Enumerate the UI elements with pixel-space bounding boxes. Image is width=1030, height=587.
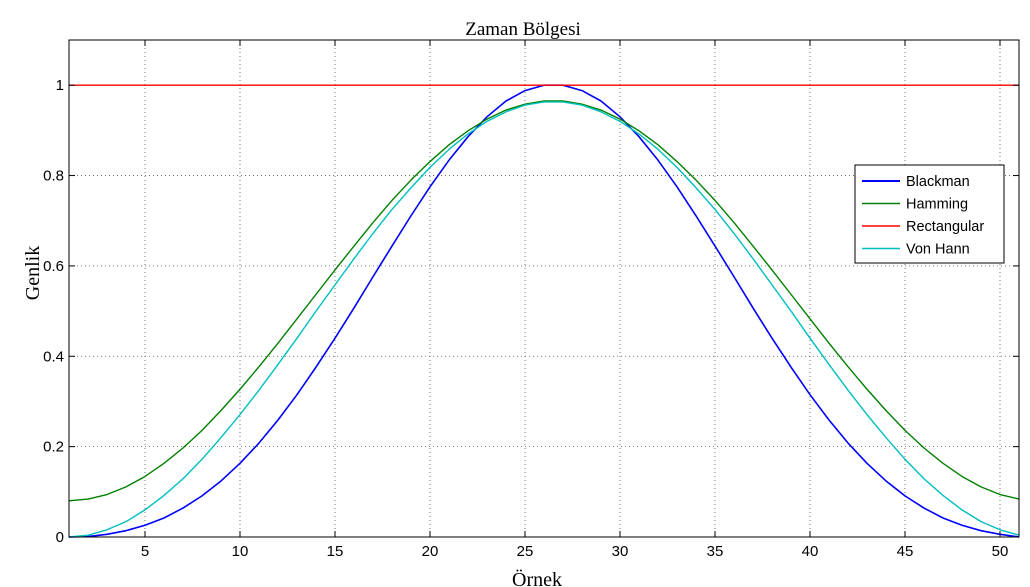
y-tick-label: 0 (56, 529, 64, 546)
series-layer (68, 84, 1020, 538)
y-tick-label: 0.2 (43, 439, 64, 456)
legend-label: Rectangular (906, 219, 984, 235)
grid (69, 40, 1019, 537)
x-tick-label: 30 (612, 543, 629, 560)
y-axis-label: Genlik (22, 246, 44, 300)
plot-background (69, 40, 1019, 537)
x-tick-label: 50 (992, 543, 1009, 560)
chart-title: Zaman Bölgesi (465, 19, 581, 40)
plot-border (68, 39, 1020, 538)
y-tick-label: 0.8 (43, 168, 64, 185)
y-tick-label: 0.4 (43, 348, 64, 365)
x-tick-label: 15 (327, 543, 344, 560)
legend-label: Von Hann (906, 242, 970, 258)
y-tick-label: 0.6 (43, 258, 64, 275)
x-tick-label: 40 (802, 543, 819, 560)
x-tick-label: 20 (422, 543, 439, 560)
legend-label: Blackman (906, 174, 970, 190)
x-tick-label: 45 (897, 543, 914, 560)
legend-label: Hamming (906, 197, 968, 213)
x-axis-label: Örnek (512, 568, 562, 587)
legend: Blackman Hamming Rectangular Von Hann (854, 164, 1005, 264)
plot-area: 5 10 15 20 25 30 35 40 45 50 0 0.2 0.4 0.6 0.8 1 (43, 39, 1020, 560)
x-tick-label: 5 (141, 543, 149, 560)
ticks: 5 10 15 20 25 30 35 40 45 50 0 0.2 0.4 0.6 0.8 1 (43, 40, 1019, 560)
series-line-von-hann (68, 101, 1020, 538)
series-line-hamming (68, 100, 1020, 502)
x-tick-label: 25 (517, 543, 534, 560)
y-tick-label: 1 (56, 77, 64, 94)
x-tick-label: 10 (232, 543, 249, 560)
x-tick-label: 35 (707, 543, 724, 560)
